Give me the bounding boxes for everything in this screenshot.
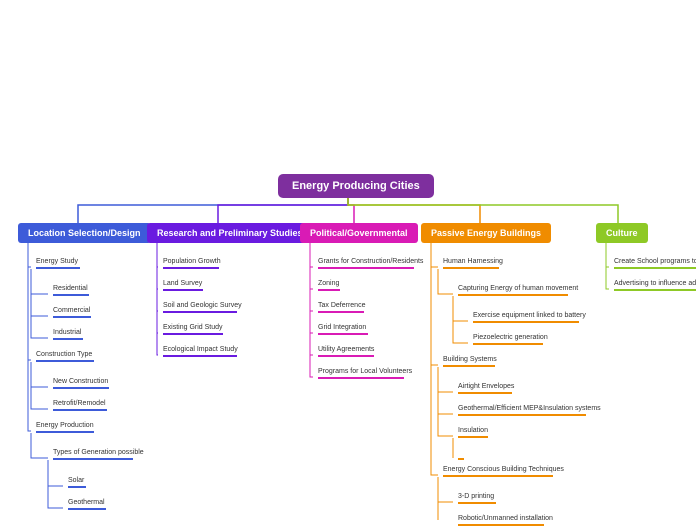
leaf-node: Energy Study <box>36 258 78 265</box>
leaf-node: Commercial <box>53 307 90 314</box>
leaf-node: Energy Conscious Building Techniques <box>443 466 564 473</box>
leaf-node: Industrial <box>53 329 81 336</box>
leaf-node: Tax Deferrence <box>318 302 365 309</box>
leaf-node: Existing Grid Study <box>163 324 223 331</box>
leaf-underline <box>53 316 91 318</box>
leaf-underline <box>318 267 414 269</box>
leaf-node: Piezoelectric generation <box>473 334 548 341</box>
branch-node: Research and Preliminary Studies <box>147 223 313 243</box>
leaf-underline <box>318 289 340 291</box>
leaf-node: Geothermal <box>68 499 105 506</box>
leaf-underline <box>458 294 568 296</box>
leaf-node: Airtight Envelopes <box>458 383 514 390</box>
leaf-underline <box>614 267 696 269</box>
leaf-underline <box>53 409 107 411</box>
leaf-node: Ecological Impact Study <box>163 346 238 353</box>
leaf-underline <box>163 355 237 357</box>
leaf-underline <box>163 333 223 335</box>
leaf-underline <box>318 311 364 313</box>
leaf-node: Types of Generation possible <box>53 449 144 456</box>
leaf-underline <box>443 267 499 269</box>
leaf-underline <box>458 458 464 460</box>
leaf-underline <box>458 502 496 504</box>
leaf-underline <box>458 436 488 438</box>
leaf-node: New Construction <box>53 378 108 385</box>
branch-node: Culture <box>596 223 648 243</box>
leaf-node: Land Survey <box>163 280 202 287</box>
leaf-underline <box>318 377 404 379</box>
branch-node: Political/Governmental <box>300 223 418 243</box>
leaf-node: Solar <box>68 477 84 484</box>
leaf-underline <box>443 475 553 477</box>
leaf-underline <box>53 458 133 460</box>
leaf-node: Insulation <box>458 427 488 434</box>
leaf-underline <box>53 338 83 340</box>
leaf-node: Construction Type <box>36 351 92 358</box>
leaf-node: Energy Production <box>36 422 94 429</box>
leaf-node: Create School programs to h <box>614 258 696 265</box>
leaf-underline <box>68 486 86 488</box>
leaf-underline <box>614 289 696 291</box>
leaf-underline <box>163 311 237 313</box>
leaf-node: Geothermal/Efficient MEP&Insulation syst… <box>458 405 601 412</box>
leaf-node: Zoning <box>318 280 339 287</box>
leaf-underline <box>473 321 579 323</box>
leaf-underline <box>473 343 543 345</box>
leaf-node: Utility Agreements <box>318 346 374 353</box>
leaf-underline <box>36 267 80 269</box>
leaf-node: Soil and Geologic Survey <box>163 302 242 309</box>
root-node: Energy Producing Cities <box>278 174 434 198</box>
leaf-underline <box>163 267 219 269</box>
leaf-underline <box>458 414 586 416</box>
leaf-node: Robotic/Unmanned installation <box>458 515 553 522</box>
leaf-node: Human Harnessing <box>443 258 503 265</box>
leaf-underline <box>36 360 94 362</box>
leaf-underline <box>36 431 94 433</box>
leaf-underline <box>53 294 89 296</box>
leaf-underline <box>53 387 109 389</box>
leaf-underline <box>318 333 368 335</box>
leaf-underline <box>68 508 106 510</box>
leaf-node: Exercise equipment linked to battery <box>473 312 586 319</box>
leaf-underline <box>318 355 374 357</box>
leaf-underline <box>163 289 203 291</box>
branch-node: Passive Energy Buildings <box>421 223 551 243</box>
leaf-node: Programs for Local Volunteers <box>318 368 412 375</box>
leaf-node: Residential <box>53 285 88 292</box>
leaf-underline <box>458 392 512 394</box>
leaf-node: 3-D printing <box>458 493 494 500</box>
branch-node: Location Selection/Design <box>18 223 151 243</box>
leaf-node: Grants for Construction/Residents <box>318 258 423 265</box>
leaf-node: Capturing Energy of human movement <box>458 285 578 292</box>
leaf-node: Grid Integration <box>318 324 366 331</box>
leaf-node: Retrofit/Remodel <box>53 400 106 407</box>
leaf-node: Building Systems <box>443 356 497 363</box>
leaf-node: Advertising to influence adult <box>614 280 696 287</box>
leaf-underline <box>443 365 495 367</box>
leaf-node: Population Growth <box>163 258 221 265</box>
